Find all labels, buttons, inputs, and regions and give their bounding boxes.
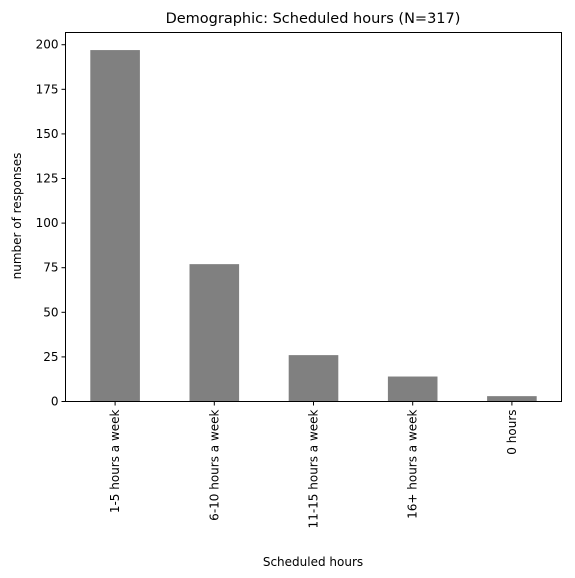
chart-title: Demographic: Scheduled hours (N=317)	[166, 11, 461, 27]
y-axis-ticks: 0 25 50 75 100 125 150 175 200	[36, 38, 66, 409]
y-tick-label: 0	[51, 395, 59, 409]
y-tick-label: 200	[36, 38, 59, 52]
y-tick-label: 75	[43, 261, 58, 275]
bar-4	[387, 376, 438, 402]
y-tick-label: 125	[36, 172, 59, 186]
y-axis-label: number of responses	[10, 153, 24, 280]
x-tick-label: 16+ hours a week	[406, 409, 420, 518]
bar-1	[90, 50, 140, 402]
bar-2	[189, 264, 240, 402]
bar-5	[487, 396, 537, 402]
y-tick-label: 100	[36, 216, 59, 230]
bars-group	[90, 50, 537, 402]
y-tick-label: 150	[36, 127, 59, 141]
x-tick-label: 0 hours	[505, 410, 519, 455]
x-tick-label: 11-15 hours a week	[307, 409, 321, 528]
bar-3	[288, 355, 339, 402]
x-axis-ticks: 1-5 hours a week 6-10 hours a week 11-15 h…	[108, 401, 519, 528]
y-tick-label: 175	[36, 82, 59, 96]
x-tick-label: 6-10 hours a week	[207, 409, 221, 520]
y-tick-label: 50	[43, 305, 58, 319]
y-tick-label: 25	[43, 350, 58, 364]
x-axis-label: Scheduled hours	[263, 555, 363, 569]
x-tick-label: 1-5 hours a week	[108, 409, 122, 513]
plot-frame	[65, 32, 562, 402]
